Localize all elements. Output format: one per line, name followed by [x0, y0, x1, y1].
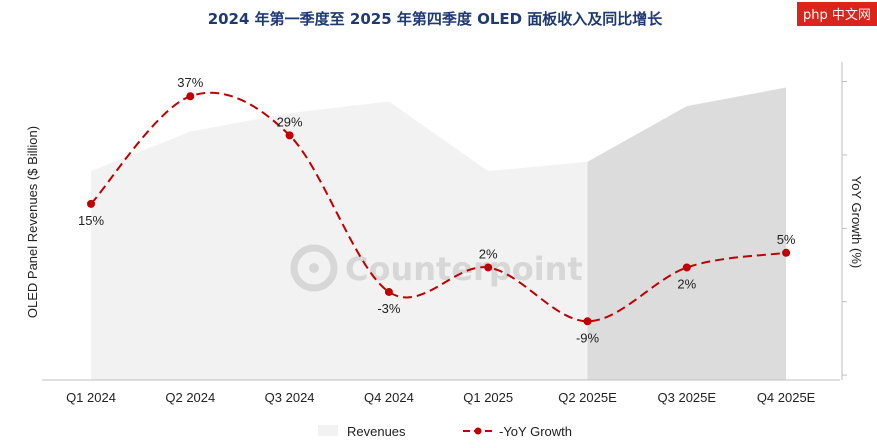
legend-revenues-label: Revenues: [347, 424, 406, 439]
yoy-data-label: -9%: [576, 330, 600, 345]
x-tick-label: Q1 2024: [66, 390, 116, 405]
yoy-data-label: 15%: [78, 213, 104, 228]
x-tick-label: Q2 2025E: [558, 390, 617, 405]
yoy-growth-line: [90, 91, 787, 323]
brand-logo: php 中文网: [797, 2, 877, 26]
forecast-shading: [587, 87, 787, 381]
watermark: Counterpoint: [290, 244, 583, 292]
chart-title: 2024 年第一季度至 2025 年第四季度 OLED 面板收入及同比增长: [208, 10, 664, 28]
revenue-area: [91, 101, 588, 381]
x-tick-label: Q4 2024: [364, 390, 414, 405]
brand-logo-text: php 中文网: [803, 8, 871, 23]
yoy-data-label: 2%: [677, 276, 696, 291]
legend-revenues-swatch: [318, 425, 338, 436]
legend-yoy-marker: [474, 427, 482, 435]
forecast-area: [587, 87, 787, 381]
yoy-point: [186, 92, 195, 101]
yoy-line-layer: 15% 37% 29% -3% 2% -9% 2% 5%: [78, 75, 796, 345]
yoy-point: [782, 248, 791, 257]
y-axis-right-label: YoY Growth (%): [849, 176, 864, 269]
yoy-data-label: 37%: [177, 75, 203, 90]
x-tick-labels: Q1 2024 Q2 2024 Q3 2024 Q4 2024 Q1 2025 Q2 20…: [66, 390, 816, 405]
x-tick-label: Q4 2025E: [757, 390, 816, 405]
x-tick-label: Q3 2025E: [658, 390, 717, 405]
yoy-data-label: -3%: [377, 301, 401, 316]
yoy-point: [87, 199, 95, 208]
yoy-point: [384, 287, 393, 296]
revenue-area-layer: [91, 101, 588, 381]
yoy-point: [682, 263, 691, 272]
x-tick-label: Q2 2024: [165, 390, 215, 405]
yoy-data-label: 29%: [277, 114, 303, 129]
yoy-data-label: 5%: [777, 232, 796, 247]
legend: Revenues -YoY Growth: [318, 424, 572, 439]
watermark-text: Counterpoint: [345, 250, 583, 288]
yoy-point: [484, 263, 493, 272]
right-axis-ticks: [842, 81, 847, 376]
y-axis-left-label: OLED Panel Revenues ($ Billion): [25, 126, 40, 318]
yoy-point: [285, 131, 294, 140]
x-tick-label: Q3 2024: [265, 390, 315, 405]
yoy-data-label: 2%: [479, 246, 498, 261]
x-tick-label: Q1 2025: [463, 390, 513, 405]
yoy-point: [583, 317, 592, 326]
legend-yoy-label: -YoY Growth: [499, 424, 572, 439]
